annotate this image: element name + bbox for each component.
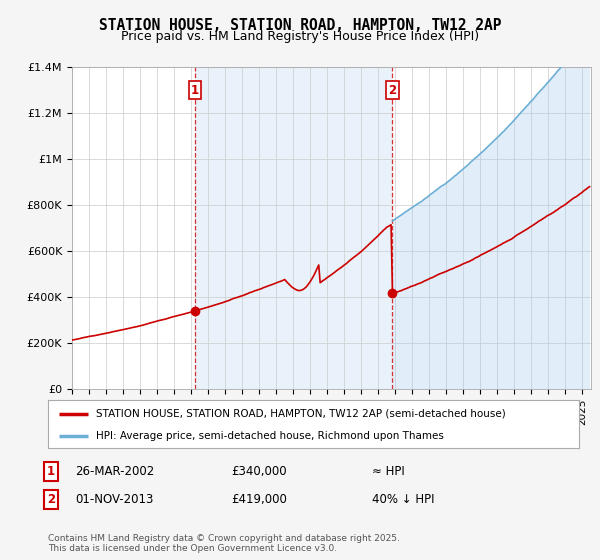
Text: 40% ↓ HPI: 40% ↓ HPI [372, 493, 434, 506]
Text: STATION HOUSE, STATION ROAD, HAMPTON, TW12 2AP: STATION HOUSE, STATION ROAD, HAMPTON, TW… [99, 18, 501, 33]
Bar [195, 67, 392, 389]
Text: £340,000: £340,000 [231, 465, 287, 478]
Text: ≈ HPI: ≈ HPI [372, 465, 405, 478]
Text: 1: 1 [191, 83, 199, 97]
Text: 2: 2 [47, 493, 55, 506]
Text: Contains HM Land Registry data © Crown copyright and database right 2025.
This d: Contains HM Land Registry data © Crown c… [48, 534, 400, 553]
Text: 01-NOV-2013: 01-NOV-2013 [75, 493, 154, 506]
Text: 26-MAR-2002: 26-MAR-2002 [75, 465, 154, 478]
Text: 2: 2 [388, 83, 397, 97]
Text: £419,000: £419,000 [231, 493, 287, 506]
Text: HPI: Average price, semi-detached house, Richmond upon Thames: HPI: Average price, semi-detached house,… [96, 431, 443, 441]
Text: Price paid vs. HM Land Registry's House Price Index (HPI): Price paid vs. HM Land Registry's House … [121, 30, 479, 43]
Text: STATION HOUSE, STATION ROAD, HAMPTON, TW12 2AP (semi-detached house): STATION HOUSE, STATION ROAD, HAMPTON, TW… [96, 409, 506, 419]
Text: 1: 1 [47, 465, 55, 478]
